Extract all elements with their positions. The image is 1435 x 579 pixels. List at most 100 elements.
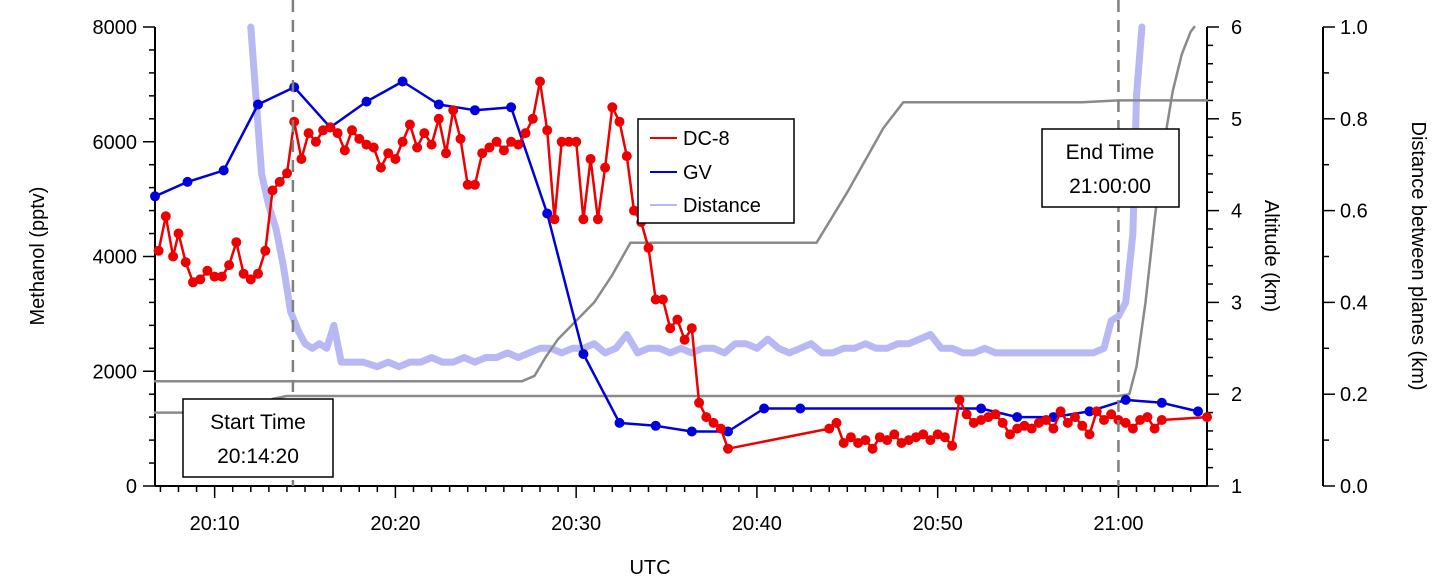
data-point-gv [1157, 398, 1167, 408]
data-point-gv [615, 418, 625, 428]
data-point-dc-8 [1150, 424, 1160, 434]
y3-tick-label: 0.4 [1340, 292, 1368, 314]
x-axis-title: UTC [629, 557, 670, 579]
legend-label-dc8: DC-8 [683, 128, 730, 150]
data-point-dc-8 [665, 323, 675, 333]
legend: DC-8 GV Distance [638, 119, 794, 223]
data-point-dc-8 [260, 246, 270, 256]
data-point-dc-8 [448, 105, 458, 115]
y2-axis-title: Altitude (km) [1260, 200, 1282, 312]
data-point-dc-8 [687, 323, 697, 333]
data-point-dc-8 [304, 128, 314, 138]
data-point-dc-8 [275, 177, 285, 187]
data-point-dc-8 [723, 444, 733, 454]
data-point-gv [795, 404, 805, 414]
x-tick-label: 20:50 [913, 513, 963, 535]
data-point-dc-8 [1085, 429, 1095, 439]
data-point-dc-8 [513, 140, 523, 150]
y3-tick-label: 0.0 [1340, 476, 1368, 498]
x-tick-label: 21:00 [1093, 513, 1143, 535]
data-point-dc-8 [434, 114, 444, 124]
data-point-dc-8 [499, 145, 509, 155]
data-point-gv [506, 102, 516, 112]
data-point-dc-8 [470, 180, 480, 190]
end-time-annotation: End Time 21:00:00 [1042, 129, 1179, 207]
data-point-dc-8 [1077, 421, 1087, 431]
data-point-dc-8 [600, 163, 610, 173]
x-tick-label: 20:10 [190, 513, 240, 535]
y2-tick-label: 5 [1231, 109, 1242, 131]
legend-label-gv: GV [683, 162, 713, 184]
data-point-gv [651, 421, 661, 431]
data-point-dc-8 [161, 211, 171, 221]
data-point-dc-8 [716, 424, 726, 434]
y3-tick-label: 0.6 [1340, 201, 1368, 223]
data-point-gv [578, 349, 588, 359]
y-tick-label: 4000 [93, 247, 138, 269]
data-point-dc-8 [940, 432, 950, 442]
data-point-gv [1193, 406, 1203, 416]
data-point-dc-8 [174, 229, 184, 239]
data-point-dc-8 [644, 243, 654, 253]
y2-tick-label: 4 [1231, 201, 1242, 223]
data-point-gv [219, 165, 229, 175]
y-ticks: 0 2000 4000 6000 8000 [93, 17, 156, 498]
y2-tick-label: 3 [1231, 292, 1242, 314]
data-point-dc-8 [296, 154, 306, 164]
data-point-gv [976, 404, 986, 414]
data-point-dc-8 [427, 140, 437, 150]
data-point-dc-8 [622, 151, 632, 161]
data-point-dc-8 [1048, 424, 1058, 434]
data-point-dc-8 [376, 163, 386, 173]
data-point-dc-8 [991, 409, 1001, 419]
data-point-dc-8 [369, 143, 379, 153]
y3-tick-label: 1.0 [1340, 17, 1368, 39]
series-layer [150, 27, 1212, 454]
data-point-dc-8 [398, 137, 408, 147]
y3-axis-title: Distance between planes (km) [1407, 121, 1429, 390]
data-point-dc-8 [1070, 412, 1080, 422]
data-point-dc-8 [217, 272, 227, 282]
start-time-annotation: Start Time 20:14:20 [183, 399, 333, 477]
y-tick-label: 0 [126, 476, 137, 498]
data-point-dc-8 [441, 148, 451, 158]
legend-label-distance: Distance [683, 195, 761, 217]
data-point-dc-8 [154, 246, 164, 256]
data-point-dc-8 [868, 444, 878, 454]
data-point-dc-8 [571, 137, 581, 147]
data-point-dc-8 [390, 154, 400, 164]
x-tick-label: 20:30 [551, 513, 601, 535]
y2-tick-label: 2 [1231, 384, 1242, 406]
data-point-dc-8 [586, 154, 596, 164]
end-time-value: 21:00:00 [1069, 175, 1151, 198]
data-point-dc-8 [593, 214, 603, 224]
y3-ticks: 0.00.20.40.60.81.0 [1323, 17, 1368, 498]
data-point-dc-8 [550, 214, 560, 224]
data-point-gv [289, 82, 299, 92]
x-tick-label: 20:20 [370, 513, 420, 535]
data-point-dc-8 [672, 315, 682, 325]
data-point-dc-8 [282, 168, 292, 178]
data-point-dc-8 [998, 418, 1008, 428]
data-point-gv [1012, 412, 1022, 422]
data-point-dc-8 [542, 125, 552, 135]
data-point-gv [253, 100, 263, 110]
data-point-dc-8 [947, 441, 957, 451]
end-time-label: End Time [1066, 141, 1155, 164]
data-point-dc-8 [253, 269, 263, 279]
y2-tick-label: 6 [1231, 17, 1242, 39]
data-point-dc-8 [347, 125, 357, 135]
data-point-dc-8 [962, 409, 972, 419]
start-time-value: 20:14:20 [217, 445, 299, 468]
data-point-dc-8 [456, 134, 466, 144]
data-point-dc-8 [405, 120, 415, 130]
data-point-dc-8 [224, 260, 234, 270]
data-point-dc-8 [168, 252, 178, 262]
y3-tick-label: 0.2 [1340, 384, 1368, 406]
data-point-dc-8 [419, 128, 429, 138]
data-point-dc-8 [615, 117, 625, 127]
data-point-dc-8 [578, 214, 588, 224]
data-point-gv [150, 191, 160, 201]
data-point-dc-8 [289, 117, 299, 127]
data-point-dc-8 [412, 143, 422, 153]
